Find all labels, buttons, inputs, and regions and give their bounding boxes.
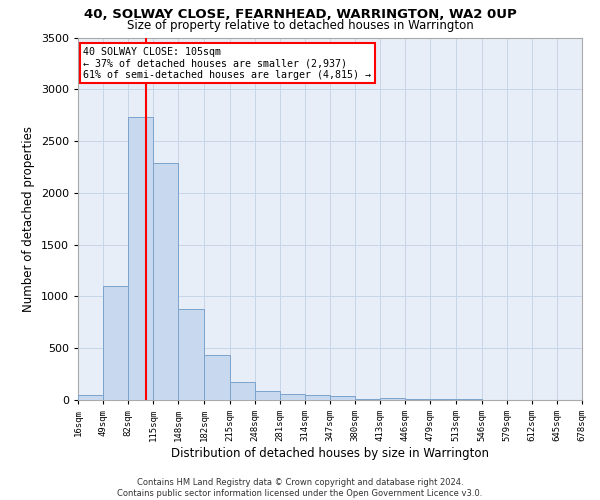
Bar [330,396,355,400]
Bar [78,395,103,400]
Text: 40, SOLWAY CLOSE, FEARNHEAD, WARRINGTON, WA2 0UP: 40, SOLWAY CLOSE, FEARNHEAD, WARRINGTON,… [83,8,517,20]
Bar [128,117,154,400]
Text: Contains HM Land Registry data © Crown copyright and database right 2024.
Contai: Contains HM Land Registry data © Crown c… [118,478,482,498]
Bar [355,399,380,400]
Text: Size of property relative to detached houses in Warrington: Size of property relative to detached ho… [127,19,473,32]
Bar [280,394,305,400]
Text: 40 SOLWAY CLOSE: 105sqm
← 37% of detached houses are smaller (2,937)
61% of semi: 40 SOLWAY CLOSE: 105sqm ← 37% of detache… [83,46,371,80]
Bar [205,356,230,400]
Bar [103,286,128,400]
Bar [178,309,203,400]
Y-axis label: Number of detached properties: Number of detached properties [22,126,35,312]
Bar [230,382,254,400]
Bar [380,398,406,400]
Bar [154,163,178,400]
Bar [254,391,280,400]
Bar [305,395,330,400]
X-axis label: Distribution of detached houses by size in Warrington: Distribution of detached houses by size … [171,447,489,460]
